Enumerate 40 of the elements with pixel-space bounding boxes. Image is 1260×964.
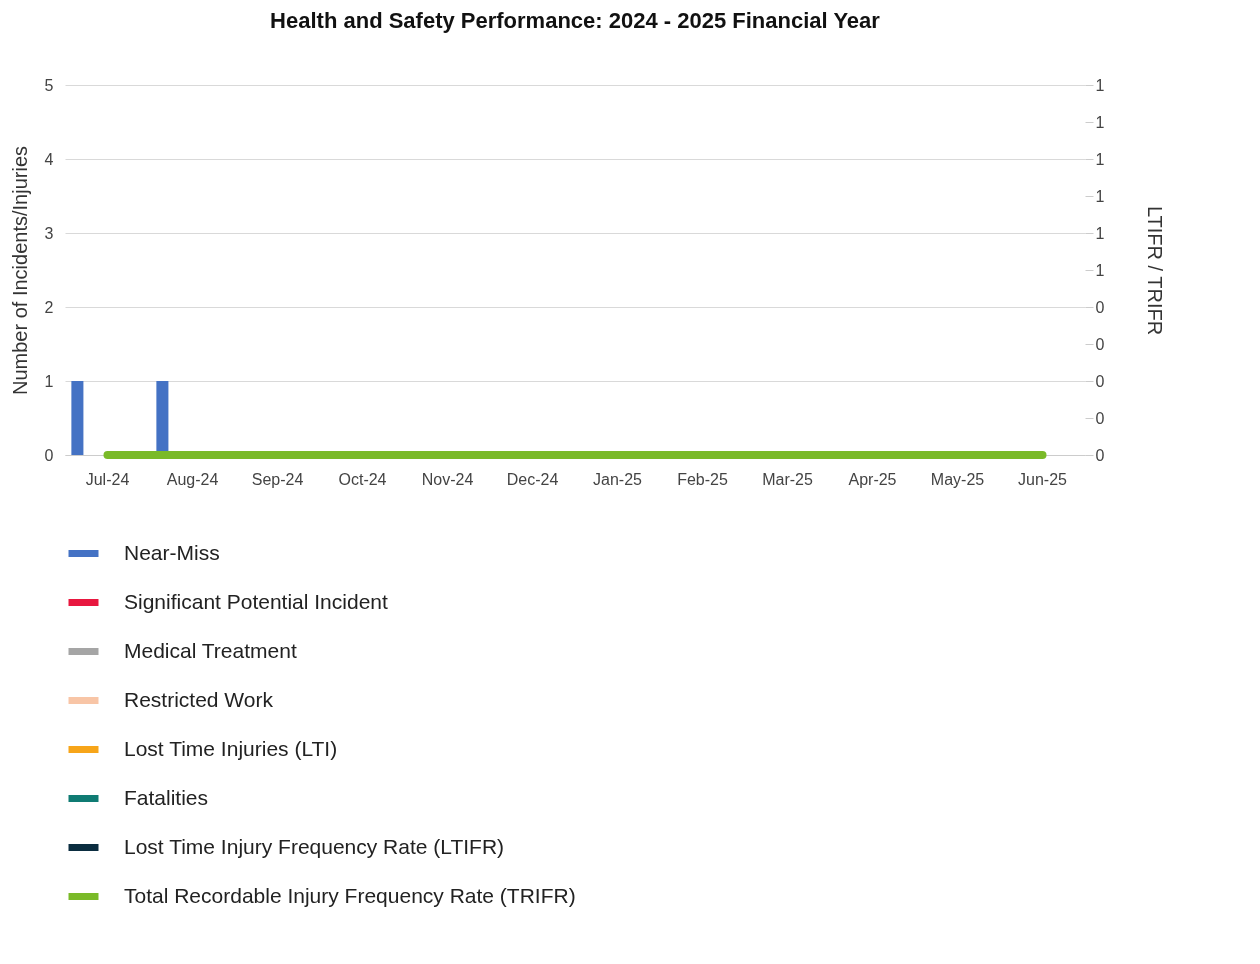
legend-label: Lost Time Injury Frequency Rate (LTIFR) (124, 834, 505, 858)
y2-tick-label: 1 (1095, 224, 1105, 242)
y2-tick-label: 1 (1095, 113, 1105, 131)
x-tick-label: Jan-25 (593, 470, 643, 488)
legend-label: Restricted Work (124, 687, 274, 711)
y-tick-label: 0 (44, 446, 54, 464)
x-tick-label: Mar-25 (762, 470, 813, 488)
y-tick-label: 1 (44, 372, 54, 390)
legend-label: Total Recordable Injury Frequency Rate (TRIFR) (124, 883, 576, 907)
y2-tick-label: 0 (1095, 335, 1105, 353)
y-tick-label: 2 (44, 298, 54, 316)
legend-label: Significant Potential Incident (124, 589, 388, 613)
y2-tick-label: 0 (1095, 298, 1105, 316)
legend-label: Medical Treatment (124, 638, 297, 662)
y2-tick-label: 1 (1095, 150, 1105, 168)
y2-tick-label: 0 (1095, 372, 1105, 390)
legend-label: Near-Miss (124, 540, 220, 564)
y2-tick-label: 1 (1095, 187, 1105, 205)
y2-tick-label: 0 (1095, 409, 1105, 427)
x-tick-label: Dec-24 (506, 470, 559, 488)
y2-tick-label: 1 (1095, 76, 1105, 94)
x-tick-label: Nov-24 (421, 470, 474, 488)
x-tick-label: Oct-24 (338, 470, 387, 488)
y-tick-label: 5 (44, 76, 54, 94)
x-tick-label: Feb-25 (677, 470, 728, 488)
y-tick-label: 3 (44, 224, 54, 242)
x-tick-label: Jul-24 (85, 470, 130, 488)
legend-label: Fatalities (124, 785, 209, 809)
y-tick-label: 4 (44, 150, 54, 168)
chart-title: Health and Safety Performance: 2024 - 2025 Financial Year (270, 8, 881, 33)
x-tick-label: May-25 (930, 470, 985, 488)
y2-tick-label: 1 (1095, 261, 1105, 279)
x-tick-label: Aug-24 (166, 470, 219, 488)
x-tick-label: Sep-24 (251, 470, 304, 488)
legend-label: Lost Time Injuries (LTI) (124, 736, 338, 760)
y2-tick-label: 0 (1095, 446, 1105, 464)
x-tick-label: Jun-25 (1018, 470, 1068, 488)
y2-axis-title: LTIFR / TRIFR (1144, 205, 1167, 336)
x-tick-label: Apr-25 (848, 470, 897, 488)
y-axis-title: Number of Incidents/Injuries (8, 145, 31, 396)
